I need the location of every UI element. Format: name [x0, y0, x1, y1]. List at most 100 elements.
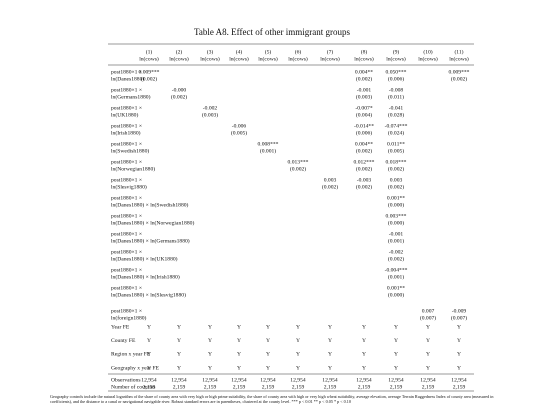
std-error: (0.024): [388, 129, 404, 136]
row-label: post1880×1 ×: [111, 213, 142, 219]
column-dep: ln(cows): [354, 55, 374, 62]
stat-cell: 12,954: [388, 377, 404, 383]
std-error: (0.004): [356, 111, 372, 118]
coefficient: -0.001: [357, 87, 372, 93]
column-dep: ln(cows): [449, 55, 469, 62]
fe-cell: Y: [362, 338, 366, 344]
row-label: post1880×1 ×: [111, 141, 142, 147]
row-label: post1880×1 ×: [111, 123, 142, 129]
row-label: ln(Swedish1880): [111, 147, 149, 154]
coefficient: 0.013***: [288, 159, 309, 165]
std-error: (0.002): [141, 75, 157, 82]
fe-cell: Y: [147, 365, 151, 371]
row-label: ln(UK1880): [111, 111, 138, 118]
column-dep: ln(cows): [386, 55, 406, 62]
std-error: (0.002): [388, 165, 404, 172]
row-label: ln(Norwegian1880): [111, 165, 155, 172]
row-label: post1880×1 ×: [111, 195, 142, 201]
coefficient: -0.002: [389, 249, 404, 255]
fe-cell: Y: [208, 352, 212, 358]
std-error: (0.011): [388, 93, 404, 100]
std-error: (0.001): [260, 147, 276, 154]
fe-label: Geography x year FE: [111, 365, 160, 371]
row-label: post1880×1 ×: [111, 177, 142, 183]
stat-cell: 2,159: [324, 384, 337, 390]
row-label: ln(Danes1880) × ln(UK1880): [111, 255, 178, 262]
stat-cell: 2,159: [390, 384, 403, 390]
fe-cell: Y: [457, 352, 461, 358]
stat-cell: 12,954: [451, 377, 467, 383]
coefficient: -0.074***: [385, 123, 408, 129]
table-title: Table A8. Effect of other immigrant grou…: [194, 27, 350, 37]
fe-cell: Y: [457, 324, 461, 330]
row-label: ln(Danes1880) × ln(Irish1880): [111, 273, 180, 280]
stat-cell: 2,159: [173, 384, 186, 390]
column-number: (8): [361, 48, 368, 55]
fe-cell: Y: [296, 352, 300, 358]
column-number: (2): [176, 48, 183, 55]
std-error: (0.002): [322, 183, 338, 190]
coefficient: -0.000: [172, 87, 187, 93]
row-label: post1880×1 ×: [111, 231, 142, 237]
row-label: ln(Danes1880) × ln(Slesvig1880): [111, 291, 186, 298]
stat-label: Number of counties: [111, 383, 155, 390]
std-error: (0.000): [388, 201, 404, 208]
fe-cell: Y: [362, 324, 366, 330]
fe-cell: Y: [457, 365, 461, 371]
coefficient: -0.004***: [385, 267, 408, 273]
fe-cell: Y: [328, 324, 332, 330]
std-error: (0.000): [388, 291, 404, 298]
fe-cell: Y: [177, 338, 181, 344]
coefficient: -0.007*: [355, 105, 372, 111]
row-label: ln(Irish1880): [111, 129, 141, 136]
coefficient: 0.012***: [354, 159, 375, 165]
row-label: ln(Danes1880): [111, 75, 144, 82]
coefficient: 0.004**: [355, 69, 373, 75]
stat-cell: 12,954: [171, 377, 187, 383]
column-number: (5): [265, 48, 272, 55]
coefficient: 0.001**: [387, 285, 405, 291]
stat-cell: 2,159: [143, 384, 156, 390]
coefficient: 0.007: [422, 308, 435, 314]
fe-cell: Y: [457, 338, 461, 344]
row-label: ln(foreign1880): [111, 314, 147, 321]
fe-cell: Y: [147, 324, 151, 330]
fe-cell: Y: [147, 352, 151, 358]
stat-cell: 12,954: [290, 377, 306, 383]
std-error: (0.005): [231, 129, 247, 136]
column-dep: ln(cows): [418, 55, 438, 62]
column-number: (4): [236, 48, 243, 55]
std-error: (0.003): [202, 111, 218, 118]
coefficient: 0.004**: [355, 141, 373, 147]
row-label: ln(Slesvig1880): [111, 183, 147, 190]
stat-cell: 12,954: [141, 377, 157, 383]
coefficient: 0.018***: [386, 159, 407, 165]
column-dep: ln(cows): [288, 55, 308, 62]
row-label: post1880×1 ×: [111, 69, 142, 75]
stat-cell: 2,159: [262, 384, 275, 390]
row-label: ln(Danes1880) × ln(Swedish1880): [111, 201, 189, 208]
column-number: (10): [423, 48, 432, 55]
fe-cell: Y: [266, 324, 270, 330]
row-label: post1880×1 ×: [111, 285, 142, 291]
fe-cell: Y: [237, 324, 241, 330]
fe-cell: Y: [147, 338, 151, 344]
std-error: (0.002): [451, 75, 467, 82]
fe-cell: Y: [237, 352, 241, 358]
std-error: (0.002): [356, 183, 372, 190]
column-dep: ln(cows): [320, 55, 340, 62]
row-label: post1880×1 ×: [111, 308, 142, 314]
row-label: ln(Danes1880) × ln(Norwegian1880): [111, 219, 194, 226]
fe-cell: Y: [296, 365, 300, 371]
fe-cell: Y: [362, 352, 366, 358]
coefficient: -0.041: [389, 105, 404, 111]
fe-cell: Y: [426, 365, 430, 371]
column-number: (3): [207, 48, 214, 55]
fe-cell: Y: [296, 338, 300, 344]
stat-cell: 2,159: [453, 384, 466, 390]
fe-cell: Y: [328, 338, 332, 344]
row-label: ln(Germans1880): [111, 93, 151, 100]
fe-cell: Y: [266, 365, 270, 371]
